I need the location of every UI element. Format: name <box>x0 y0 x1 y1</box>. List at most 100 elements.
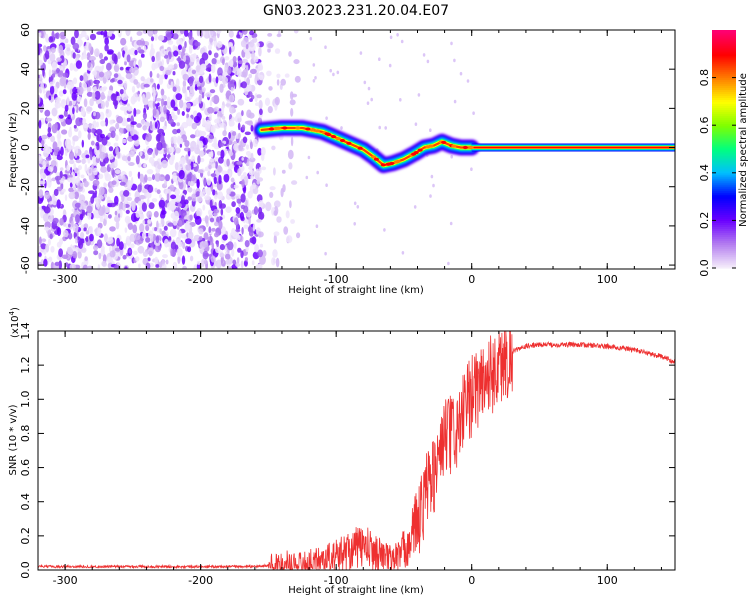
noise-blob <box>240 260 244 269</box>
noise-blob <box>158 199 166 208</box>
noise-blob <box>49 81 54 87</box>
noise-blob <box>114 169 121 175</box>
noise-blob <box>241 58 248 64</box>
spectrogram-y-tick-label: -40 <box>19 217 32 235</box>
noise-blob <box>236 198 242 204</box>
noise-blob <box>147 184 154 193</box>
noise-blob <box>38 189 44 199</box>
noise-blob <box>253 206 259 216</box>
colorbar-swatch <box>712 206 736 210</box>
noise-blob <box>202 87 206 93</box>
spectrogram-y-tick-label: 40 <box>19 62 32 76</box>
noise-blob <box>135 109 141 115</box>
noise-blob <box>101 145 107 154</box>
colorbar-swatch <box>712 97 736 101</box>
noise-blob <box>137 171 141 179</box>
noise-blob <box>47 127 51 134</box>
noise-blob <box>85 154 90 159</box>
noise-blob <box>228 132 232 139</box>
noise-blob <box>220 255 224 264</box>
noise-blob <box>143 83 150 88</box>
snr-y-tick-label: 0.0 <box>19 561 32 579</box>
noise-blob <box>173 50 179 57</box>
noise-blob <box>228 120 235 127</box>
noise-blob <box>101 100 105 110</box>
noise-blob <box>133 79 139 85</box>
colorbar-swatch <box>712 168 736 172</box>
noise-blob <box>59 170 63 179</box>
noise-blob <box>305 175 309 180</box>
chart-title: GN03.2023.231.20.04.E07 <box>263 3 449 19</box>
colorbar-swatch <box>712 224 736 227</box>
noise-blob <box>232 56 237 63</box>
noise-blob <box>98 206 105 216</box>
snr-x-axis-label: Height of straight line (km) <box>288 585 424 596</box>
noise-blob <box>264 97 271 107</box>
snr-y-tick-label: 0.4 <box>19 493 32 511</box>
noise-blob <box>119 89 124 95</box>
spectrogram-y-tick-label: 20 <box>19 101 32 115</box>
noise-blob <box>194 215 202 225</box>
noise-blob <box>86 265 94 269</box>
colorbar-swatch <box>712 61 736 65</box>
snr-y-tick-label: 1.2 <box>19 356 32 374</box>
noise-blob <box>200 63 207 71</box>
noise-blob <box>325 116 328 120</box>
noise-blob <box>459 71 463 76</box>
noise-blob <box>450 154 454 159</box>
noise-blob <box>118 202 124 211</box>
noise-blob <box>98 186 105 196</box>
noise-blob <box>155 51 161 61</box>
ridge-hotspot <box>468 145 474 150</box>
noise-blob <box>140 53 145 58</box>
noise-blob <box>130 121 137 125</box>
noise-blob <box>177 203 182 208</box>
noise-blob <box>202 137 208 146</box>
noise-blob <box>115 146 119 156</box>
noise-blob <box>193 115 201 124</box>
noise-blob <box>177 137 184 146</box>
noise-blob <box>237 60 243 64</box>
noise-blob <box>128 162 135 166</box>
noise-blob <box>214 118 220 124</box>
noise-blob <box>72 251 77 259</box>
noise-blob <box>96 239 103 249</box>
noise-blob <box>138 263 141 269</box>
noise-blob <box>81 139 85 148</box>
snr-y-axis-label: SNR (10 * v/v) <box>8 404 19 475</box>
colorbar-swatch <box>712 200 736 204</box>
noise-blob <box>162 142 167 149</box>
colorbar-swatch <box>712 121 736 124</box>
colorbar-swatch <box>712 164 736 168</box>
noise-blob <box>112 169 115 178</box>
noise-blob <box>50 46 56 54</box>
noise-blob <box>110 93 117 102</box>
colorbar-swatch <box>712 83 736 87</box>
noise-blob <box>100 91 105 101</box>
colorbar-swatch <box>712 266 736 269</box>
noise-blob <box>161 98 165 107</box>
noise-blob <box>80 231 85 239</box>
noise-blob <box>146 169 154 175</box>
spectrogram-ridge <box>253 120 675 174</box>
noise-blob <box>213 136 217 147</box>
noise-blob <box>400 39 404 44</box>
noise-blob <box>202 30 206 35</box>
noise-blob <box>68 100 73 107</box>
noise-blob <box>121 193 125 203</box>
noise-blob <box>196 207 203 217</box>
noise-blob <box>215 161 218 170</box>
noise-blob <box>141 40 146 46</box>
noise-blob <box>226 241 234 251</box>
colorbar-swatch <box>712 89 736 93</box>
noise-blob <box>135 256 140 262</box>
noise-blob <box>401 251 405 255</box>
ridge-hotspot <box>339 138 346 143</box>
noise-blob <box>120 37 127 46</box>
colorbar-tick-label: 0.2 <box>698 212 711 230</box>
noise-blob <box>109 245 112 253</box>
noise-blob <box>237 98 245 106</box>
noise-blob <box>77 86 84 95</box>
noise-blob <box>44 226 50 231</box>
noise-blob <box>39 143 43 149</box>
